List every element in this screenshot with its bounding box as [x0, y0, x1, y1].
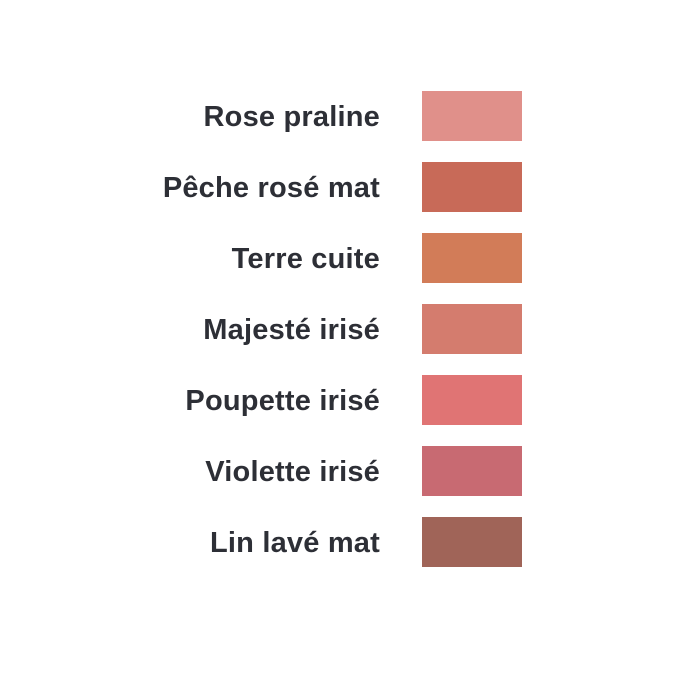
shade-row: Rose praline: [0, 91, 700, 141]
color-swatch: [422, 233, 522, 283]
shade-name: Majesté irisé: [203, 314, 380, 346]
shade-row: Pêche rosé mat: [0, 162, 700, 212]
shade-row: Majesté irisé: [0, 304, 700, 354]
shade-row: Lin lavé mat: [0, 517, 700, 567]
shade-row: Violette irisé: [0, 446, 700, 496]
shade-name: Poupette irisé: [185, 385, 380, 417]
color-swatch: [422, 91, 522, 141]
shade-name: Violette irisé: [205, 456, 380, 488]
shade-name: Pêche rosé mat: [162, 172, 380, 204]
shade-name: Terre cuite: [231, 243, 380, 275]
color-swatch: [422, 375, 522, 425]
shade-row: Poupette irisé: [0, 375, 700, 425]
color-swatch: [422, 162, 522, 212]
shade-name: Rose praline: [203, 101, 380, 133]
shade-row: Terre cuite: [0, 233, 700, 283]
shade-name: Lin lavé mat: [209, 527, 380, 559]
color-swatch: [422, 517, 522, 567]
color-swatch: [422, 446, 522, 496]
color-swatch: [422, 304, 522, 354]
